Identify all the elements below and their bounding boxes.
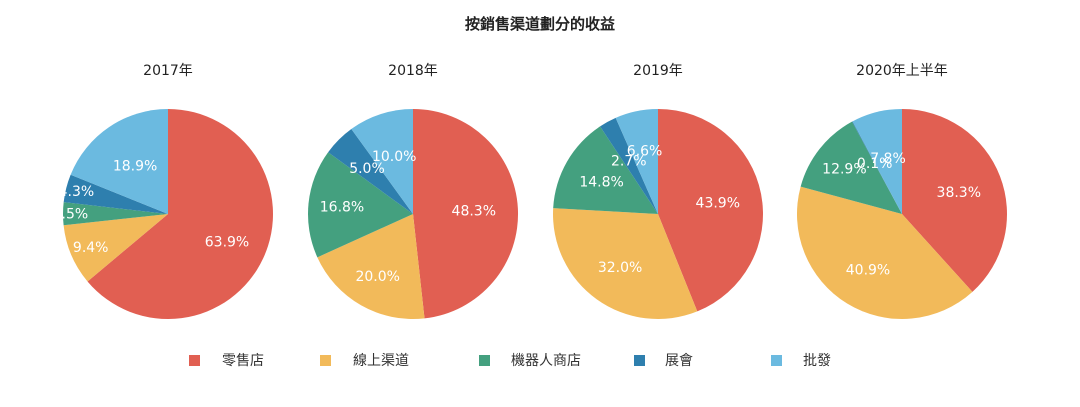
legend-label-wholesale: 批發 <box>803 353 831 369</box>
data-label-2019-retail: 43.9% <box>696 195 740 211</box>
pie-2018: 48.3% 20.0% 16.8% 5.0%10.0% <box>307 108 519 320</box>
pie-slice-2018-retail <box>413 108 519 319</box>
legend-swatch-online <box>320 355 331 366</box>
pie-slice-2017-retail <box>87 109 273 319</box>
data-label-2018-online: 20.0% <box>355 269 399 285</box>
legend-label-exhibition: 展會 <box>665 353 693 369</box>
pie-slice-2019-robot-store <box>553 126 658 214</box>
data-label-2017-robot-store: 3.5% <box>53 207 89 223</box>
data-label-2017-retail: 63.9% <box>205 235 249 251</box>
pie-slice-2020h1-wholesale <box>852 109 902 214</box>
data-label-2019-wholesale: 6.6% <box>627 143 663 159</box>
pie-slice-2019-exhibition <box>600 117 658 214</box>
pie-2020h1: 38.3% 40.9% 12.9%0.1%7.8% <box>796 109 1007 320</box>
legend-swatch-exhibition <box>634 355 645 366</box>
pie-slice-2020h1-online <box>796 186 973 320</box>
data-label-2018-robot-store: 16.8% <box>320 200 364 216</box>
pie-slice-2018-robot-store <box>307 152 413 258</box>
data-label-2020h1-robot-store: 12.9% <box>822 161 866 177</box>
data-label-2019-robot-store: 14.8% <box>579 175 623 191</box>
legend: 零售店 線上渠道 機器人商店 展會 批發 <box>189 353 831 369</box>
pie-slice-2019-online <box>553 208 698 319</box>
pie-slice-2020h1-robot-store <box>800 121 902 214</box>
data-label-2017-online: 9.4% <box>73 240 109 256</box>
legend-label-retail: 零售店 <box>222 353 264 369</box>
legend-swatch-robot-store <box>479 355 490 366</box>
legend-label-robot-store: 機器人商店 <box>511 353 581 369</box>
pie-group: 63.9% 9.4% 3.5% 4.3% 18.9% 48.3% 20.0% 16.8% 5.0… <box>53 108 1007 320</box>
data-label-2020h1-wholesale: 7.8% <box>870 151 906 167</box>
data-label-2017-exhibition: 4.3% <box>59 184 95 200</box>
pie-slice-2017-exhibition <box>63 174 168 214</box>
data-label-2019-online: 32.0% <box>598 260 642 276</box>
data-label-2020h1-exhibition: 0.1% <box>857 156 893 172</box>
pie-slice-2017-robot-store <box>63 202 169 226</box>
pie-slice-2018-online <box>317 214 425 320</box>
pie-2017: 63.9% 9.4% 3.5% 4.3% 18.9% <box>53 109 273 319</box>
data-label-2019-exhibition: 2.7% <box>611 154 647 170</box>
pie-slice-2020h1-exhibition <box>851 121 902 214</box>
pie-slice-2018-exhibition <box>328 129 413 214</box>
pie-title-2020h1: 2020年上半年 <box>856 63 948 79</box>
pie-title-2017: 2017年 <box>143 63 193 79</box>
pie-slice-2019-wholesale <box>615 108 658 214</box>
pie-title-2019: 2019年 <box>633 63 683 79</box>
legend-label-online: 線上渠道 <box>353 353 409 369</box>
data-label-2017-wholesale: 18.9% <box>113 158 157 174</box>
pie-2019: 43.9% 32.0% 14.8% 2.7%6.6% <box>553 108 763 319</box>
data-label-2018-exhibition: 5.0% <box>349 161 385 177</box>
pie-slice-2017-online <box>63 214 168 282</box>
chart-title: 按銷售渠道劃分的收益 <box>465 15 615 33</box>
pie-slice-2017-wholesale <box>70 109 168 214</box>
data-label-2020h1-retail: 38.3% <box>937 185 981 201</box>
legend-swatch-retail <box>189 355 200 366</box>
data-label-2018-wholesale: 10.0% <box>372 149 416 165</box>
pie-slice-2019-retail <box>658 109 763 312</box>
legend-swatch-wholesale <box>771 355 782 366</box>
pie-slice-2018-wholesale <box>351 109 413 214</box>
data-label-2020h1-online: 40.9% <box>846 263 890 279</box>
data-label-2018-retail: 48.3% <box>452 204 496 220</box>
pie-title-2018: 2018年 <box>388 63 438 79</box>
pie-slice-2020h1-retail <box>902 109 1007 292</box>
